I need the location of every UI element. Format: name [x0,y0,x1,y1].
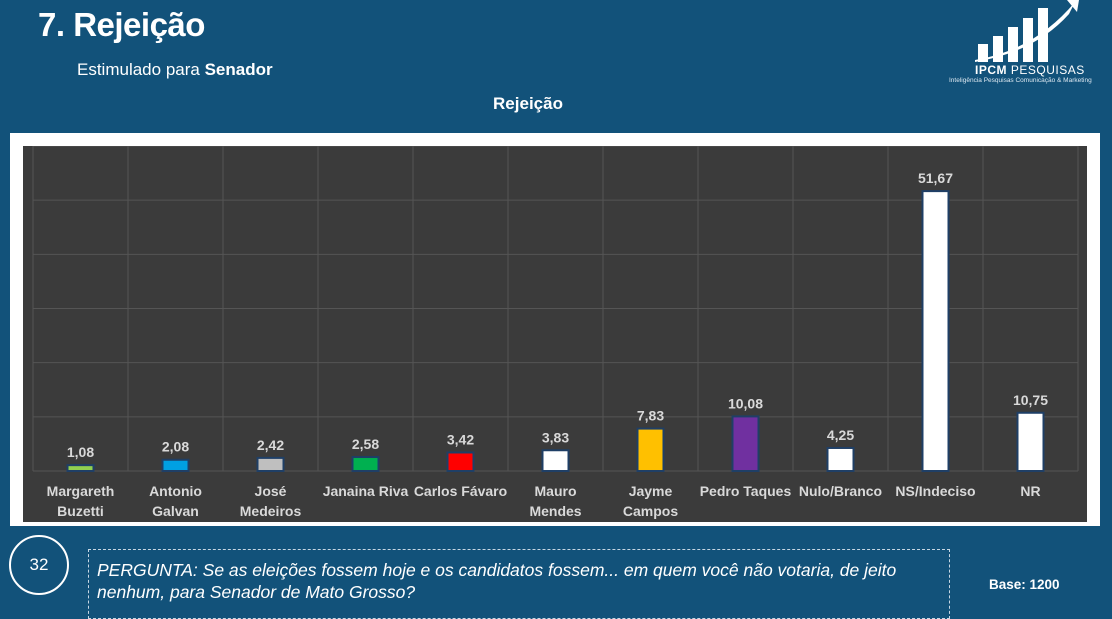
logo-tagline: Inteligência Pesquisas Comunicação & Mar… [949,77,1092,84]
category-label: NR [1020,483,1040,499]
category-label: José [255,483,287,499]
category-label: Carlos Fávaro [414,483,507,499]
slide-title: 7. Rejeição [38,6,205,43]
category-label: Jayme [629,483,673,499]
category-label: Campos [623,503,678,519]
bar [1016,411,1045,473]
data-label: 3,42 [447,431,474,447]
bar [731,415,760,472]
data-label: 3,83 [542,429,569,445]
ipcm-logo-graphic [975,0,1079,62]
bar [256,456,285,472]
bar [826,446,855,472]
question-text: PERGUNTA: Se as eleições fossem hoje e o… [97,560,897,602]
bar [446,451,475,473]
data-label: 2,58 [352,436,379,452]
data-label: 2,08 [162,439,189,455]
data-label: 51,67 [918,170,953,186]
data-label: 10,75 [1013,392,1048,408]
bar [351,456,380,472]
bar [161,458,190,473]
category-label: Mauro [535,483,577,499]
chart-title: Rejeição [493,94,563,113]
data-label: 1,08 [67,444,94,460]
logo-brand-bold: IPCM [975,63,1007,77]
chart-container: 1,08 Margareth Buzetti 2,08 Antonio Galvan 2,4… [10,133,1100,526]
category-label: Pedro Taques [700,483,792,499]
category-label: Margareth [47,483,115,499]
subtitle-prefix: Estimulado para [77,60,205,79]
logo-brand-light: PESQUISAS [1010,63,1085,77]
data-label: 4,25 [827,427,854,443]
category-label: Janaina Riva [323,483,409,499]
category-label: Medeiros [240,503,302,519]
subtitle-office: Senador [204,60,273,79]
logo-brand: IPCM PESQUISAS [975,63,1085,77]
data-label: 2,42 [257,437,284,453]
sample-base: Base: 1200 [989,577,1060,592]
chart-plot-area: 1,08 Margareth Buzetti 2,08 Antonio Galvan 2,4… [23,146,1087,522]
category-label: Nulo/Branco [799,483,882,499]
data-label: 10,08 [728,395,763,411]
category-label: NS/Indeciso [895,483,975,499]
bar [541,449,570,473]
data-label: 7,83 [637,408,664,424]
category-label: Buzetti [57,503,104,519]
slide-subtitle: Estimulado para Senador [77,60,273,80]
category-label: Galvan [152,503,199,519]
bar [66,464,95,472]
bar [921,190,950,473]
page-number-badge: 32 [9,535,69,595]
category-label: Antonio [149,483,202,499]
rejection-bar-chart: 1,08 Margareth Buzetti 2,08 Antonio Galvan 2,4… [32,146,1079,519]
bar [636,427,665,472]
category-label: Mendes [529,503,581,519]
page-number: 32 [29,555,49,574]
